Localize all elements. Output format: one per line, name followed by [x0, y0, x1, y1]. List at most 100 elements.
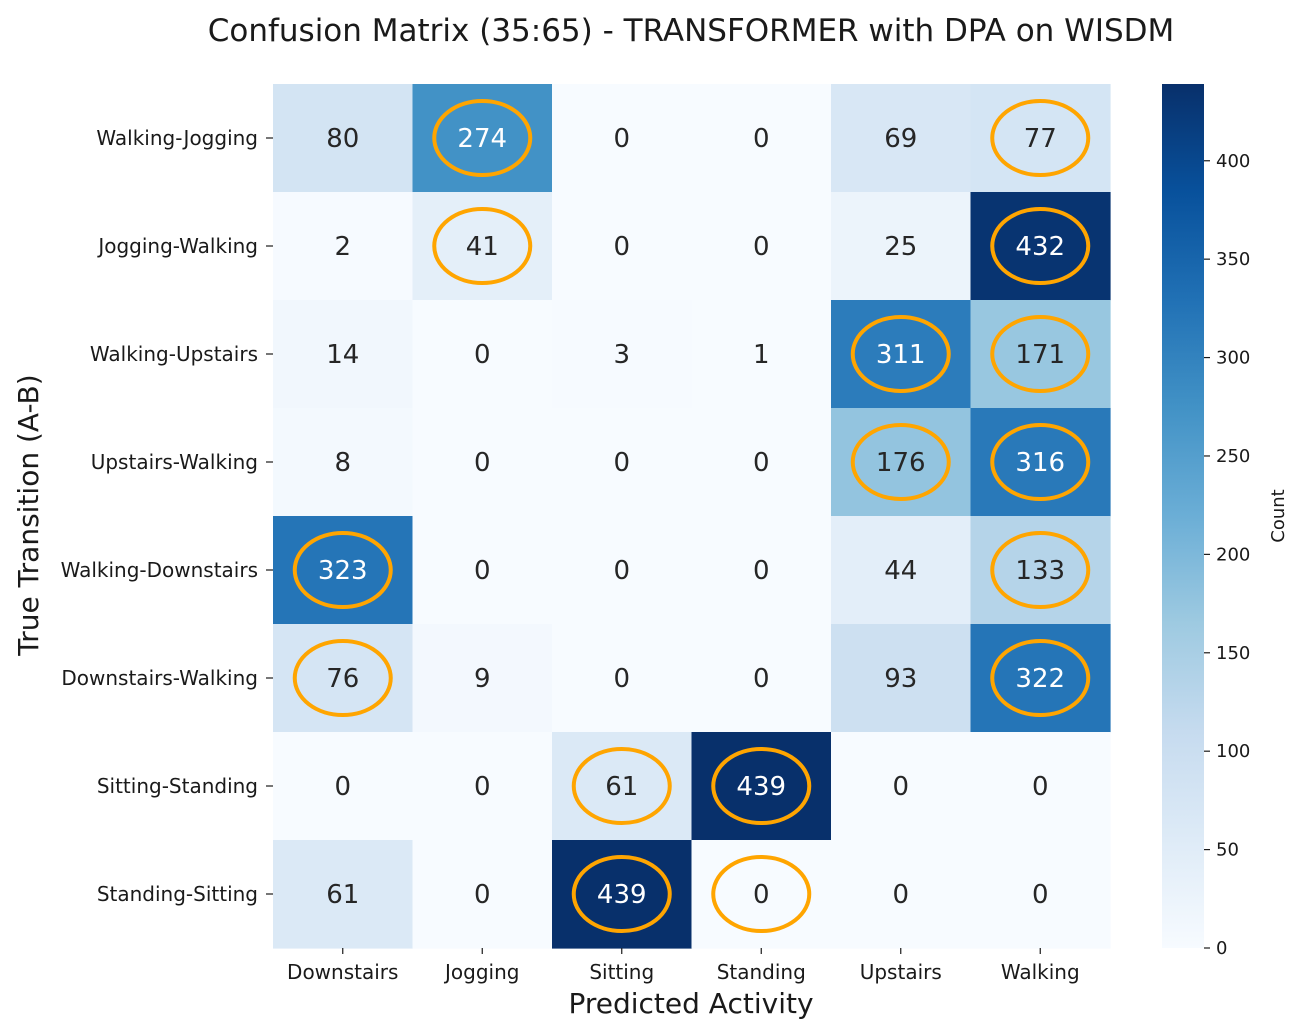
colorbar-tick-label: 150 — [1216, 643, 1250, 664]
colorbar-ticks: 0 50 100 150 200 250 300 350 400 — [1204, 151, 1250, 959]
heatmap-cell — [831, 624, 972, 733]
colorbar — [1162, 84, 1204, 948]
cell-value-label: 8 — [334, 448, 351, 478]
highlight-circle — [990, 315, 1091, 393]
cell-value-label: 316 — [1015, 448, 1065, 478]
colorbar-tick-label: 50 — [1216, 840, 1239, 861]
cell-value-label: 0 — [1032, 772, 1049, 802]
y-tick-label: Sitting-Standing — [97, 774, 258, 798]
heatmap-cell — [831, 732, 972, 841]
cell-value-label: 0 — [474, 556, 491, 586]
cell-value-label: 274 — [457, 124, 507, 154]
highlight-circle — [432, 207, 533, 285]
cell-value-label: 14 — [326, 340, 359, 370]
cell-value-label: 0 — [892, 772, 909, 802]
heatmap-cell — [831, 192, 972, 301]
colorbar-tick-label: 350 — [1216, 249, 1250, 270]
y-axis-ticks: Walking-Jogging Jogging-Walking Walking-Up… — [61, 126, 273, 906]
cell-value-label: 432 — [1015, 232, 1065, 262]
heatmap-cell — [273, 192, 414, 301]
y-tick-label: Jogging-Walking — [96, 234, 258, 258]
cell-value-label: 44 — [884, 556, 917, 586]
highlight-circle — [711, 747, 812, 825]
heatmap-cell — [412, 516, 553, 625]
y-tick-label: Walking-Jogging — [96, 126, 258, 150]
cell-value-label: 0 — [753, 232, 770, 262]
heatmap-cell — [552, 192, 693, 301]
cell-value-label: 25 — [884, 232, 917, 262]
cell-value-label: 0 — [613, 232, 630, 262]
heatmap-cell — [273, 732, 414, 841]
cell-value-label: 311 — [876, 340, 926, 370]
cell-value-label: 77 — [1024, 124, 1057, 154]
y-tick-label: Walking-Downstairs — [61, 558, 258, 582]
highlight-circle — [850, 315, 951, 393]
x-axis-ticks: Downstairs Jogging Sitting Standing Upstairs… — [287, 948, 1080, 984]
cell-value-label: 133 — [1015, 556, 1065, 586]
cell-value-label: 61 — [605, 772, 638, 802]
highlight-circles — [292, 99, 1091, 933]
highlight-circle — [571, 747, 672, 825]
cell-value-label: 69 — [884, 124, 917, 154]
colorbar-label: Count — [1268, 489, 1289, 542]
cell-value-label: 76 — [326, 664, 359, 694]
x-tick-label: Jogging — [443, 960, 519, 984]
colorbar-tick-label: 0 — [1216, 938, 1227, 959]
y-tick-label: Upstairs-Walking — [91, 450, 258, 474]
cell-value-label: 80 — [326, 124, 359, 154]
heatmap-cell — [691, 624, 832, 733]
cell-value-label: 0 — [334, 772, 351, 802]
highlight-circle — [990, 423, 1091, 501]
cell-value-label: 41 — [466, 232, 499, 262]
heatmap-cell — [691, 300, 832, 409]
x-tick-label: Standing — [717, 960, 806, 984]
cell-value-label: 176 — [876, 448, 926, 478]
heatmap-cell — [412, 624, 553, 733]
heatmap-cell — [273, 840, 414, 949]
cell-value-label: 439 — [736, 772, 786, 802]
heatmap-cell — [831, 84, 972, 193]
y-tick-label: Downstairs-Walking — [61, 666, 258, 690]
x-tick-label: Upstairs — [860, 960, 942, 984]
x-tick-label: Downstairs — [287, 960, 398, 984]
heatmap-cell — [691, 84, 832, 193]
highlight-circle — [990, 207, 1091, 285]
y-axis-label: True Transition (A-B) — [12, 374, 45, 656]
heatmap-cell — [412, 408, 553, 517]
highlight-circle — [571, 855, 672, 933]
highlight-circle — [432, 99, 533, 177]
cell-value-label: 0 — [892, 880, 909, 910]
cell-value-label: 0 — [613, 664, 630, 694]
x-axis-label: Predicted Activity — [568, 987, 813, 1020]
x-tick-label: Walking — [1001, 960, 1080, 984]
cell-value-label: 0 — [1032, 880, 1049, 910]
colorbar-tick-label: 250 — [1216, 446, 1250, 467]
y-tick-label: Walking-Upstairs — [90, 342, 258, 366]
cell-value-label: 0 — [753, 664, 770, 694]
chart-title: Confusion Matrix (35:65) - TRANSFORMER w… — [208, 13, 1175, 49]
cell-value-label: 322 — [1015, 664, 1065, 694]
heatmap-cell — [552, 84, 693, 193]
highlight-circle — [292, 639, 393, 717]
cell-value-label: 1 — [753, 340, 770, 370]
colorbar-tick-label: 200 — [1216, 544, 1250, 565]
cell-value-label: 323 — [318, 556, 368, 586]
cell-value-label: 9 — [474, 664, 491, 694]
cell-value-label: 0 — [753, 880, 770, 910]
cell-value-label: 0 — [613, 556, 630, 586]
highlight-circle — [292, 531, 393, 609]
cell-value-label: 0 — [474, 448, 491, 478]
y-tick-label: Standing-Sitting — [97, 882, 258, 906]
heatmap-cell — [552, 516, 693, 625]
heatmap-cell — [831, 516, 972, 625]
heatmap-cell — [691, 192, 832, 301]
heatmap-cell — [412, 732, 553, 841]
heatmap-cell — [552, 300, 693, 409]
heatmap-cell — [552, 624, 693, 733]
cell-value-label: 0 — [613, 124, 630, 154]
colorbar-tick-label: 300 — [1216, 348, 1250, 369]
heatmap-cell — [273, 300, 414, 409]
x-tick-label: Sitting — [589, 960, 654, 984]
